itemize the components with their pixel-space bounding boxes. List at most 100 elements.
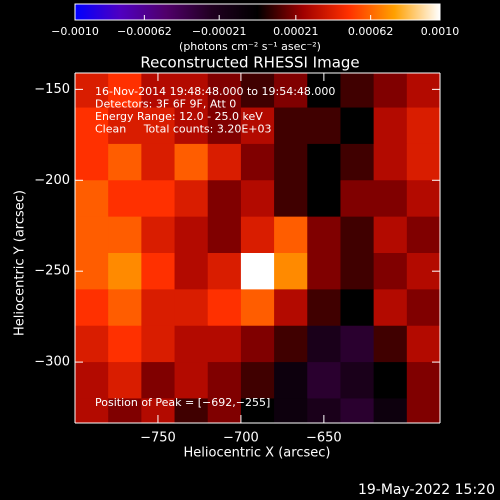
heatmap-cell: [207, 143, 242, 181]
x-tick-label: −650: [306, 431, 342, 446]
heatmap-cell: [240, 216, 275, 254]
x-tick-label: −700: [223, 431, 259, 446]
heatmap-cell: [340, 180, 375, 218]
heatmap-cell: [207, 180, 242, 218]
heatmap-cell: [240, 143, 275, 181]
heatmap-cell: [307, 362, 341, 399]
heatmap-cell: [307, 325, 341, 363]
annotation: Clean Total counts: 3.20E+03: [95, 123, 272, 136]
y-tick-label: −150: [34, 82, 70, 97]
heatmap-cell: [307, 216, 341, 254]
heatmap-cell: [141, 289, 176, 327]
heatmap-cell: [274, 143, 308, 181]
x-tick-label: −750: [140, 431, 176, 446]
heatmap-cell: [141, 253, 176, 290]
heatmap-cell: [174, 398, 209, 423]
heatmap-cell: [75, 325, 109, 363]
heatmap-cell: [240, 107, 275, 145]
heatmap-cell: [75, 362, 109, 399]
heatmap-cell: [373, 325, 408, 363]
heatmap-cell: [274, 253, 308, 290]
heatmap-cell: [141, 143, 176, 181]
heatmap-cell: [307, 107, 341, 145]
colorbar-label: (photons cm⁻² s⁻¹ asec⁻²): [179, 40, 321, 53]
heatmap-cell: [75, 107, 109, 145]
heatmap-cell: [240, 73, 275, 109]
heatmap-cell: [174, 143, 209, 181]
heatmap-cell: [240, 253, 275, 290]
y-tick-label: −200: [34, 173, 70, 188]
heatmap-cell: [108, 107, 142, 145]
chart-title: Reconstructed RHESSI Image: [140, 54, 359, 72]
heatmap-cell: [373, 253, 408, 290]
heatmap-cell: [340, 289, 375, 327]
heatmap-cell: [406, 325, 440, 363]
heatmap-cell: [274, 73, 308, 109]
heatmap-cell: [174, 253, 209, 290]
heatmap-cell: [207, 362, 242, 399]
annotation: Detectors: 3F 6F 9F, Att 0: [95, 98, 236, 111]
heatmap-cell: [274, 398, 308, 423]
heatmap-cell: [141, 107, 176, 145]
y-tick-label: −300: [34, 355, 70, 370]
heatmap-cell: [174, 325, 209, 363]
colorbar: [74, 3, 441, 21]
colorbar-tick-label: −0.00021: [192, 25, 247, 38]
heatmap-cell: [108, 362, 142, 399]
heatmap-cell: [340, 107, 375, 145]
heatmap-cell: [141, 362, 176, 399]
heatmap-cell: [108, 143, 142, 181]
y-axis-label: Heliocentric Y (arcsec): [13, 190, 28, 336]
y-tick-label: −250: [34, 264, 70, 279]
heatmap-cell: [108, 253, 142, 290]
heatmap-cell: [75, 143, 109, 181]
heatmap-cell: [373, 143, 408, 181]
heatmap-cell: [274, 289, 308, 327]
heatmap-cell: [340, 216, 375, 254]
heatmap-cell: [174, 73, 209, 109]
colorbar-tick-label: 0.00062: [348, 25, 394, 38]
heatmap-cell: [406, 362, 440, 399]
heatmap-cell: [373, 289, 408, 327]
colorbar-tick-label: 0.00021: [273, 25, 319, 38]
colorbar-tick-label: −0.0010: [51, 25, 99, 38]
heatmap: [75, 73, 440, 423]
heatmap-cell: [340, 253, 375, 290]
heatmap-cell: [174, 362, 209, 399]
heatmap-cell: [340, 325, 375, 363]
heatmap-cell: [108, 289, 142, 327]
heatmap-cell: [75, 216, 109, 254]
heatmap-cell: [240, 180, 275, 218]
heatmap-cell: [108, 216, 142, 254]
heatmap-cell: [406, 216, 440, 254]
heatmap-cell: [340, 73, 375, 109]
heatmap-cell: [274, 362, 308, 399]
heatmap-cell: [108, 73, 142, 109]
heatmap-cell: [240, 325, 275, 363]
heatmap-cell: [340, 398, 375, 423]
heatmap-cell: [174, 216, 209, 254]
heatmap-cell: [75, 398, 109, 423]
colorbar-tick-label: 0.0010: [421, 25, 460, 38]
heatmap-cell: [274, 107, 308, 145]
heatmap-cell: [240, 362, 275, 399]
heatmap-cell: [207, 73, 242, 109]
heatmap-cell: [307, 253, 341, 290]
heatmap-cell: [340, 143, 375, 181]
heatmap-cell: [207, 216, 242, 254]
heatmap-cell: [406, 398, 440, 423]
annotation: 16-Nov-2014 19:48:48.000 to 19:54:48.000: [95, 85, 335, 98]
heatmap-cell: [207, 398, 242, 423]
heatmap-cell: [373, 216, 408, 254]
heatmap-cell: [108, 180, 142, 218]
heatmap-cell: [373, 180, 408, 218]
heatmap-cell: [406, 143, 440, 181]
heatmap-cell: [141, 325, 176, 363]
heatmap-cell: [274, 180, 308, 218]
heatmap-cell: [240, 289, 275, 327]
heatmap-cell: [75, 180, 109, 218]
heatmap-cell: [108, 325, 142, 363]
heatmap-cell: [373, 73, 408, 109]
